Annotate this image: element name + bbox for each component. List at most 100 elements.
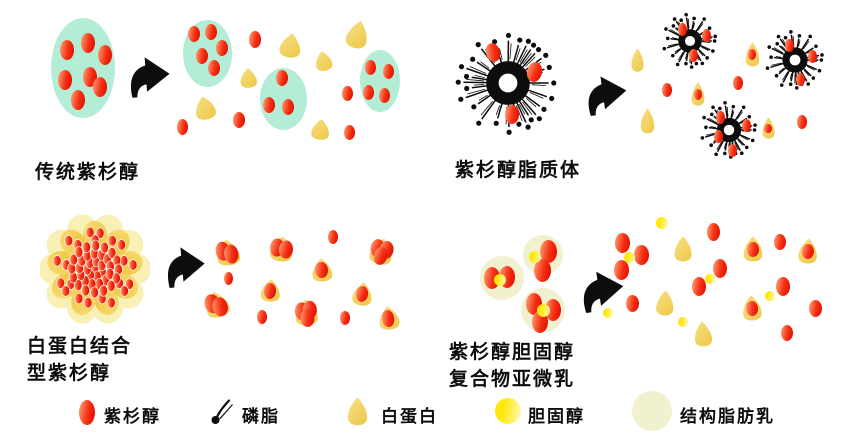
paclitaxel-molecule	[795, 72, 805, 86]
paclitaxel-molecule	[784, 38, 794, 52]
cholesterol-dot	[603, 308, 613, 318]
paclitaxel-molecule	[727, 143, 737, 157]
cholesterol-dot	[765, 291, 775, 301]
paclitaxel-molecule	[633, 245, 649, 265]
paclitaxel-molecule	[343, 124, 355, 140]
paclitaxel-molecule	[379, 87, 391, 103]
albumin-blob	[339, 15, 375, 52]
transform-arrow-icon	[575, 264, 629, 316]
paclitaxel-molecule	[540, 240, 558, 264]
emulsion-droplet	[632, 391, 672, 431]
paclitaxel-molecule	[613, 260, 629, 280]
albumin-blob	[738, 293, 766, 323]
paclitaxel-molecule	[275, 69, 288, 86]
paclitaxel-molecule	[713, 258, 727, 278]
paclitaxel-molecule	[715, 110, 725, 124]
paclitaxel-molecule	[382, 64, 394, 80]
paclitaxel-molecule	[688, 48, 698, 62]
albumin-blob	[306, 116, 333, 141]
albumin-blob	[760, 116, 777, 140]
paclitaxel-molecule	[340, 311, 350, 325]
paclitaxel-molecule	[807, 49, 817, 63]
albumin-blob	[310, 48, 336, 74]
legend-label-phospholipid: 磷脂	[242, 407, 280, 427]
paclitaxel-molecule	[364, 60, 376, 76]
paclitaxel-molecule	[747, 241, 759, 258]
paclitaxel-molecule	[205, 24, 218, 41]
legend-label-albumin: 白蛋白	[381, 407, 438, 427]
cholesterol-dot	[678, 317, 688, 327]
paclitaxel-molecule	[262, 282, 277, 299]
paclitaxel-molecule	[533, 258, 551, 282]
paclitaxel-molecule	[741, 118, 751, 132]
albumin-blob	[638, 107, 657, 135]
paclitaxel-molecule	[341, 85, 353, 101]
paclitaxel-molecule	[79, 399, 95, 425]
cholesterol-dot	[656, 217, 668, 229]
paclitaxel-molecule	[97, 45, 112, 65]
paclitaxel-molecule	[328, 230, 338, 244]
emulsion-droplet	[523, 235, 563, 282]
paclitaxel-molecule	[797, 115, 807, 129]
legend-label-paclitaxel: 紫杉醇	[104, 407, 161, 427]
cholesterol-dot	[623, 251, 635, 263]
paclitaxel-molecule	[764, 123, 772, 134]
paclitaxel-molecule	[188, 26, 201, 43]
paclitaxel-molecule	[195, 48, 208, 65]
paclitaxel-molecule	[505, 104, 519, 124]
liposome	[756, 21, 834, 99]
label-line-2: 型紫杉醇	[27, 362, 112, 384]
paclitaxel-molecule	[781, 325, 793, 341]
transform-arrow-icon	[580, 69, 632, 119]
paclitaxel-molecule	[93, 77, 108, 97]
albumin-blob	[210, 235, 246, 268]
albumin-blob	[189, 92, 222, 123]
albumin-blob	[671, 235, 695, 263]
solvent-micelle	[182, 19, 232, 87]
albumin-blob	[307, 256, 337, 284]
paclitaxel-molecule	[176, 119, 188, 135]
cholesterol-dot	[529, 251, 541, 264]
paclitaxel-molecule	[58, 70, 73, 90]
cholesterol-dot	[537, 303, 551, 317]
label-line-1: 白蛋白结合	[27, 335, 133, 357]
paclitaxel-molecule	[677, 22, 687, 36]
liposome	[653, 4, 727, 78]
paclitaxel-molecule	[70, 90, 85, 110]
paclitaxel-molecule	[532, 311, 549, 334]
paclitaxel-molecule	[60, 40, 74, 60]
legend-label-emulsion: 结构脂肪乳	[680, 407, 775, 427]
paclitaxel-molecule	[733, 76, 743, 90]
paclitaxel-molecule	[223, 271, 233, 285]
albumin-blob	[373, 303, 404, 333]
label-traditional-paclitaxel: 传统紫杉醇	[35, 161, 141, 183]
paclitaxel-molecule	[776, 276, 790, 296]
paclitaxel-molecule	[625, 294, 639, 312]
paclitaxel-molecule	[747, 48, 757, 61]
albumin-blob	[290, 296, 323, 327]
paclitaxel-molecule	[706, 223, 720, 241]
cholesterol-dot	[494, 273, 507, 286]
paclitaxel-molecule	[362, 85, 374, 101]
albumin-blob	[794, 236, 822, 266]
paclitaxel-molecule	[281, 99, 294, 116]
label-albumin-bound-paclitaxel: 白蛋白结合 型紫杉醇	[27, 333, 132, 387]
solvent-micelle	[360, 50, 400, 112]
albumin-blob	[347, 279, 377, 309]
paclitaxel-molecule	[215, 39, 228, 56]
albumin-nanoparticle	[40, 214, 150, 324]
label-paclitaxel-liposome: 紫杉醇脂质体	[455, 159, 582, 181]
paclitaxel-molecule	[662, 83, 672, 97]
albumin-blob	[256, 277, 285, 304]
paclitaxel-molecule	[263, 97, 276, 114]
albumin-blob	[690, 319, 717, 349]
paclitaxel-molecule	[713, 129, 723, 143]
paclitaxel-molecule	[692, 276, 706, 296]
paclitaxel-molecule	[81, 33, 96, 53]
paclitaxel-molecule	[544, 299, 561, 321]
cholesterol-dot	[495, 398, 521, 424]
label-cholesterol-complex-emulsion: 紫杉醇胆固醇 复合物亚微乳	[449, 339, 575, 393]
albumin-blob	[743, 41, 762, 68]
solvent-micelle	[259, 68, 307, 130]
paclitaxel-molecule	[701, 28, 711, 42]
